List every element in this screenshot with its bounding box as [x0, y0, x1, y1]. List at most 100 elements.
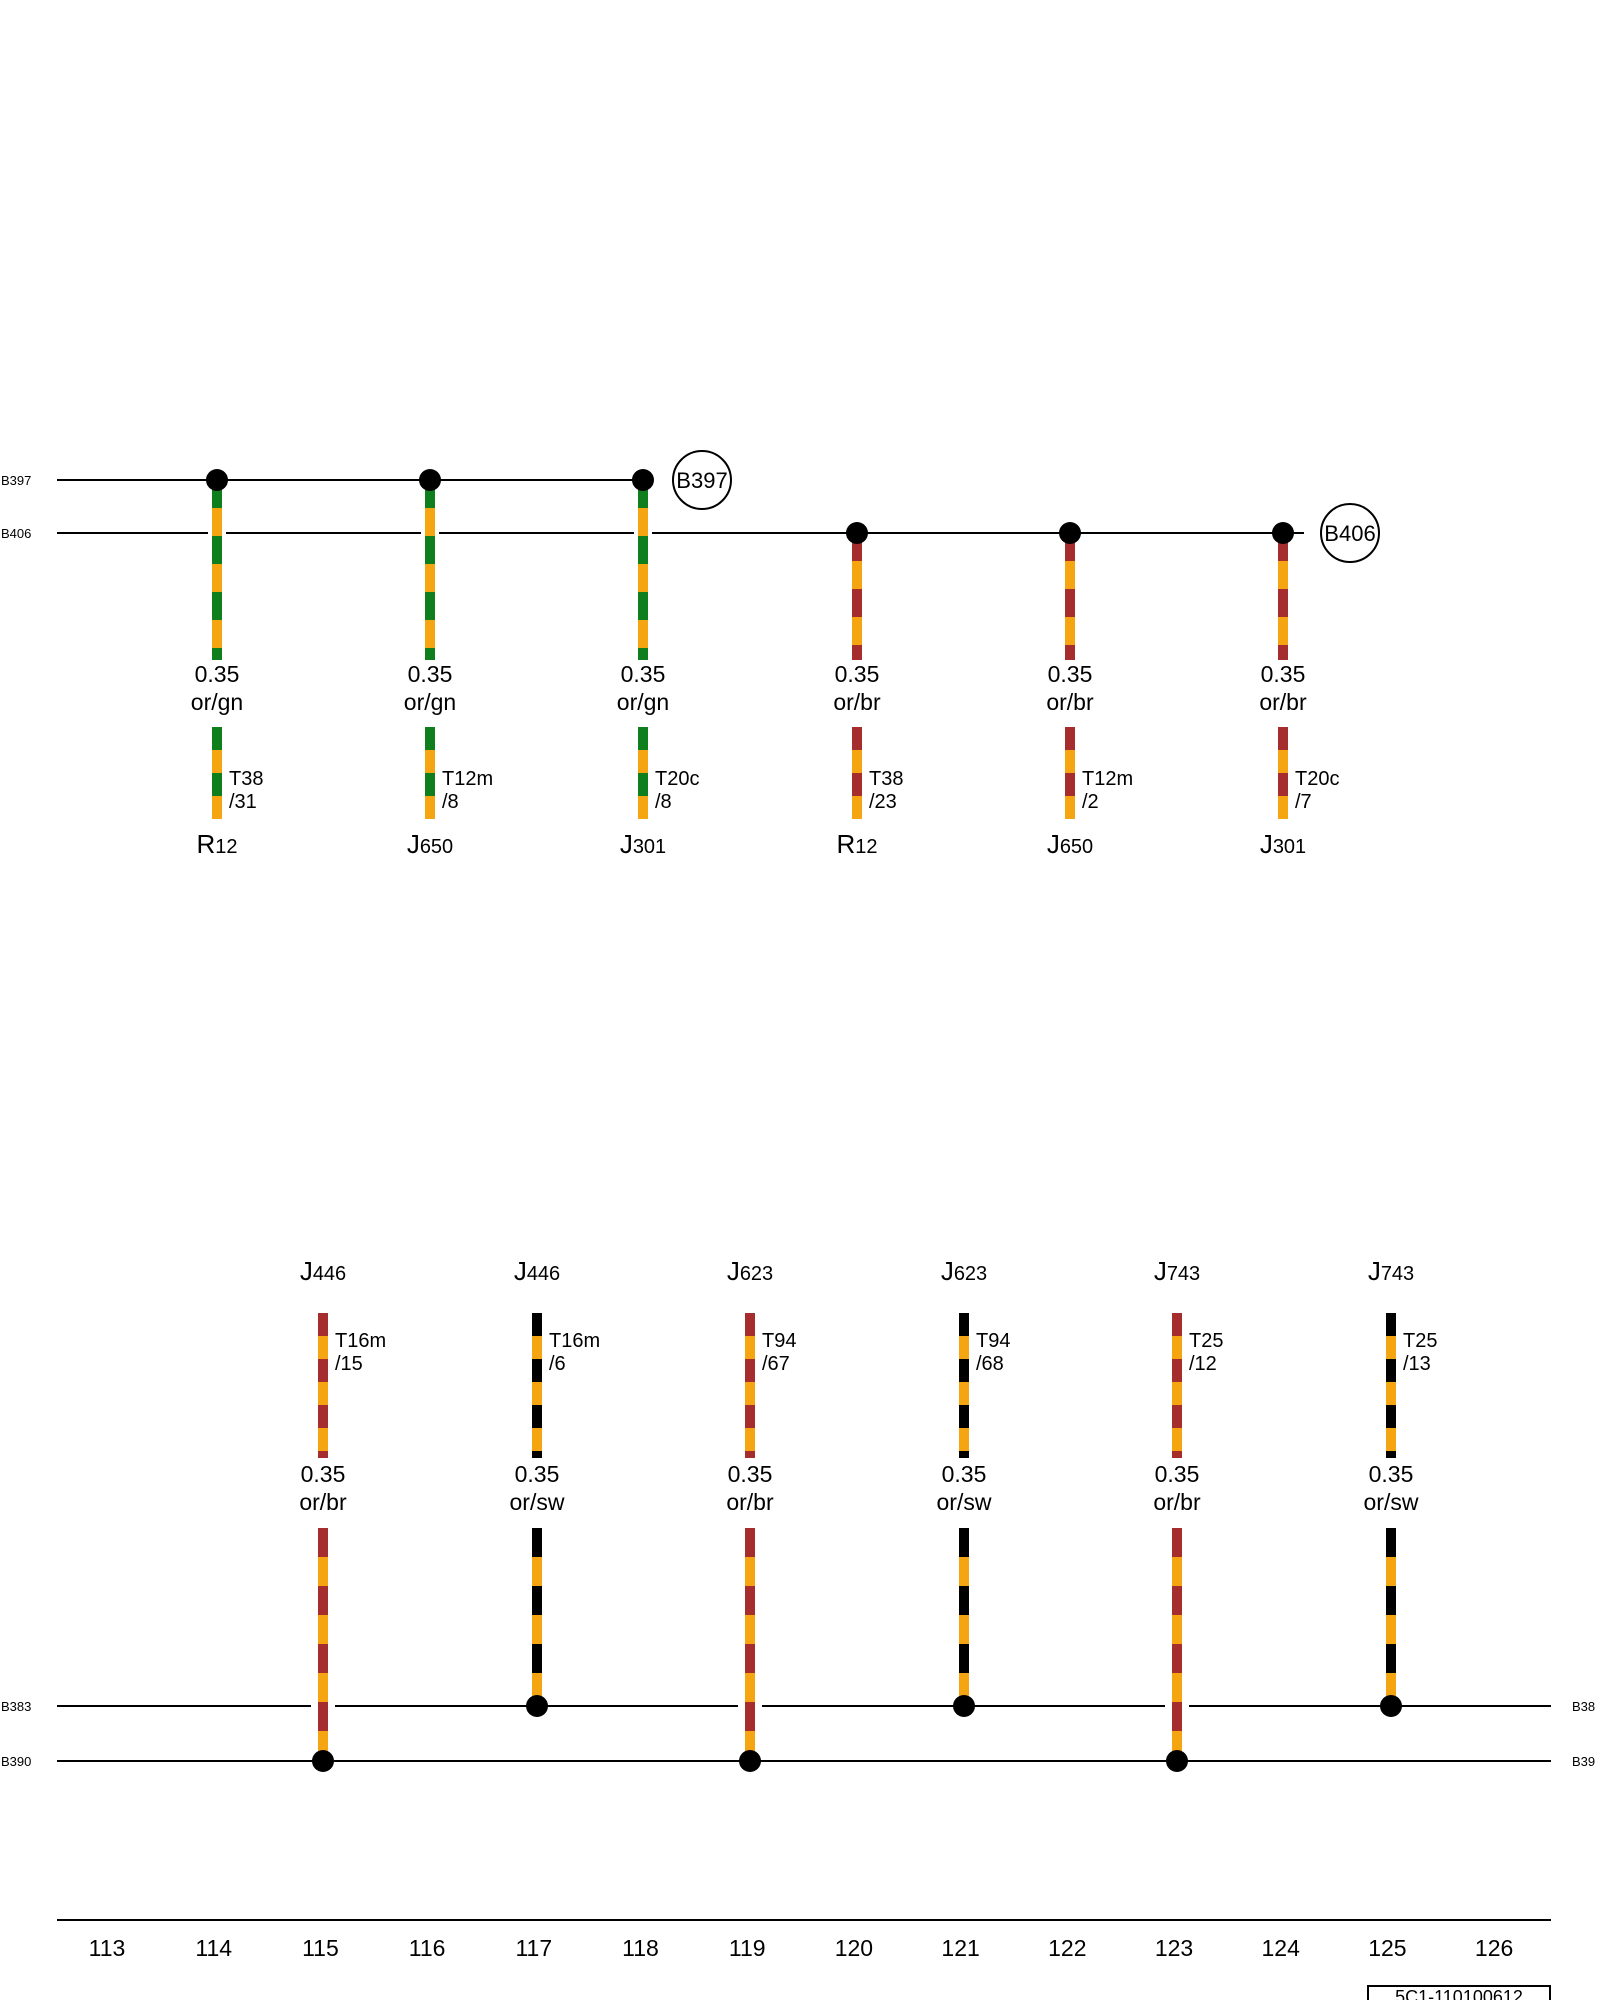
junction-dot [526, 1695, 548, 1717]
wire-stripe-segment [425, 480, 435, 508]
bus-label-b383-right: B38 [1572, 1699, 1595, 1714]
junction-dot [419, 469, 441, 491]
wire-stripe-segment [532, 1528, 542, 1557]
component-letter: J [1047, 829, 1060, 859]
bus-label-b397: B397 [1, 473, 31, 488]
wire-upper-segment [852, 533, 862, 660]
wire-stripe-segment [212, 727, 222, 750]
wire-lower-segment [212, 727, 222, 819]
pin-connector-label: T20c [1295, 768, 1339, 790]
wire-stripe-segment [318, 1382, 328, 1405]
wire-stripe-segment [1172, 1405, 1182, 1428]
wire-stripe-segment [212, 620, 222, 648]
stamp-label: 5C1-110100612 [1395, 1987, 1523, 2000]
component-number: 743 [1381, 1263, 1414, 1285]
wire-stripe-segment [532, 1451, 542, 1458]
component-number: 650 [420, 836, 453, 858]
axis-number: 116 [409, 1935, 446, 1961]
wire-upper-segment [638, 480, 648, 660]
wire-stripe-segment [1278, 750, 1288, 773]
wire-stripe-segment [959, 1673, 969, 1702]
wire-stripe-segment [212, 536, 222, 564]
stamp-box [1367, 1985, 1551, 2000]
axis-number: 119 [729, 1935, 766, 1961]
pin-number-label: /68 [976, 1353, 1004, 1375]
pin-connector-label: T16m [549, 1330, 600, 1352]
wire-stripe-segment [638, 592, 648, 620]
wire-color-label: or/sw [510, 1489, 565, 1515]
pin-connector-label: T38 [229, 768, 263, 790]
wire-stripe-segment [1172, 1528, 1182, 1557]
pin-connector-label: T20c [655, 768, 699, 790]
pin-connector-label: T25 [1403, 1330, 1437, 1352]
wire-stripe-segment [425, 536, 435, 564]
pin-connector-label: T38 [869, 768, 903, 790]
wire-gauge-label: 0.35 [1261, 661, 1306, 687]
wire-color-label: or/gn [404, 689, 456, 715]
component-number: 12 [855, 836, 877, 858]
wire-stripe-segment [425, 620, 435, 648]
wire-stripe-segment [212, 592, 222, 620]
wire-stripe-segment [1172, 1586, 1182, 1615]
component-number: 446 [527, 1263, 560, 1285]
component-letter: J [514, 1256, 527, 1286]
wire-stripe-segment [425, 648, 435, 660]
wire-lower-segment [638, 727, 648, 819]
bottom-wire-group: J446T16m/150.35or/brJ446T16m/60.35or/swJ… [299, 1256, 1437, 1772]
wire-stripe-segment [1278, 645, 1288, 660]
bus-label-b390: B390 [1, 1754, 31, 1769]
wire-color-label: or/gn [617, 689, 669, 715]
wire-stripe-segment [1065, 645, 1075, 660]
wire-stripe-segment [1172, 1313, 1182, 1336]
bus-label-b390-right: B39 [1572, 1754, 1595, 1769]
wire-stripe-segment [852, 645, 862, 660]
wire-stripe-segment [638, 648, 648, 660]
wire-stripe-segment [1172, 1673, 1182, 1702]
junction-dot [1380, 1695, 1402, 1717]
axis-number: 126 [1475, 1935, 1513, 1961]
wire-stripe-segment [1172, 1615, 1182, 1644]
wire-upper-segment [1065, 533, 1075, 660]
axis-number: 115 [302, 1935, 339, 1961]
ref-label-b406: B406 [1324, 521, 1375, 546]
wire-stripe-segment [318, 1557, 328, 1586]
wire-gauge-label: 0.35 [1155, 1461, 1200, 1487]
wire-stripe-segment [1386, 1359, 1396, 1382]
wire-gauge-label: 0.35 [942, 1461, 987, 1487]
wire-stripe-segment [852, 796, 862, 819]
wire-color-label: or/sw [937, 1489, 992, 1515]
wire-stripe-segment [1172, 1382, 1182, 1405]
wire-stripe-segment [745, 1615, 755, 1644]
component-label: J623 [727, 1256, 773, 1286]
wire-stripe-segment [318, 1528, 328, 1557]
wire-stripe-segment [1172, 1644, 1182, 1673]
wire-stripe-segment [1278, 561, 1288, 589]
wire-stripe-segment [1172, 1336, 1182, 1359]
wire-stripe-segment [852, 589, 862, 617]
wire-stripe-segment [1386, 1451, 1396, 1458]
junction-dot [953, 1695, 975, 1717]
component-letter: J [1154, 1256, 1167, 1286]
wire-upper-segment [425, 480, 435, 660]
wire-gauge-label: 0.35 [515, 1461, 560, 1487]
axis-number: 118 [622, 1935, 659, 1961]
pin-number-label: /7 [1295, 791, 1312, 813]
wire-stripe-segment [745, 1405, 755, 1428]
wire-stripe-segment [638, 796, 648, 819]
wire-gauge-label: 0.35 [835, 661, 880, 687]
wire-stripe-segment [1065, 773, 1075, 796]
component-label: J446 [300, 1256, 346, 1286]
component-label: J650 [1047, 829, 1093, 859]
component-letter: J [1260, 829, 1273, 859]
wire-stripe-segment [212, 564, 222, 592]
wire-upper-segment [318, 1313, 328, 1458]
pin-number-label: /8 [442, 791, 459, 813]
wire-stripe-segment [1386, 1336, 1396, 1359]
component-label: R12 [196, 829, 237, 859]
